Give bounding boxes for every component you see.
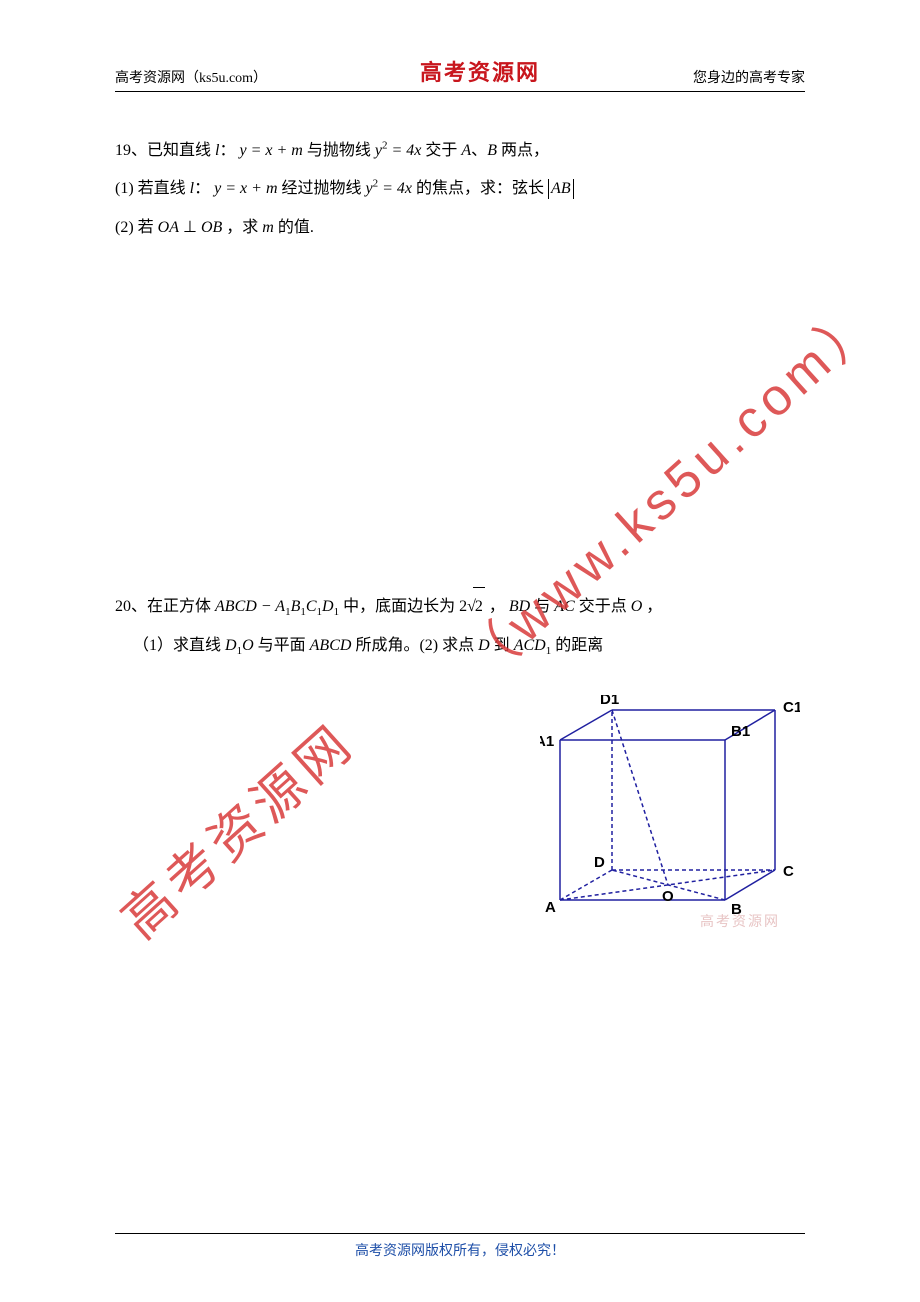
text: 的距离 bbox=[555, 637, 603, 654]
text: 与平面 bbox=[258, 637, 310, 654]
point-O: O bbox=[242, 637, 254, 654]
text: 的焦点，求：弦长 bbox=[416, 180, 544, 197]
svg-text:B1: B1 bbox=[731, 723, 750, 740]
segment-OB: OB bbox=[201, 219, 222, 236]
text: 20、在正方体 bbox=[115, 598, 215, 615]
footer-text: 高考资源网版权所有，侵权必究！ bbox=[355, 1244, 565, 1259]
svg-text:D1: D1 bbox=[600, 695, 619, 708]
cube-figure: ABCDOA1B1C1D1 高考资源网 bbox=[540, 695, 800, 935]
subscript: 1 bbox=[546, 645, 552, 657]
vertex: C bbox=[306, 598, 317, 615]
problem-19-statement: 19、已知直线 l： y = x + m 与抛物线 y2 = 4x 交于 A、B… bbox=[115, 132, 805, 170]
text: 所成角。(2) 求点 bbox=[355, 637, 478, 654]
var-m: m bbox=[262, 219, 274, 236]
var-y: y bbox=[375, 142, 382, 159]
vertex: D bbox=[225, 637, 237, 654]
svg-text:O: O bbox=[662, 888, 674, 905]
text: (2) 若 bbox=[115, 219, 158, 236]
point-A: A bbox=[461, 142, 471, 159]
header-left: 高考资源网（ks5u.com） bbox=[115, 67, 267, 87]
watermark-name: 高考资源网 bbox=[102, 703, 368, 953]
plane-ABCD: ABCD bbox=[310, 637, 352, 654]
subscript: 1 bbox=[334, 606, 340, 618]
text: ， bbox=[489, 598, 505, 615]
text: 交于点 bbox=[579, 598, 631, 615]
text: 19、已知直线 bbox=[115, 142, 211, 159]
equation: y = x + m bbox=[214, 180, 277, 197]
problem-20-parts: （1）求直线 D1O 与平面 ABCD 所成角。(2) 求点 D 到 ACD1 … bbox=[115, 627, 805, 665]
text: （1）求直线 bbox=[133, 637, 225, 654]
point-O: O bbox=[631, 598, 643, 615]
vertex: D bbox=[322, 598, 334, 615]
svg-text:A: A bbox=[545, 899, 556, 916]
equation: = 4x bbox=[387, 142, 421, 159]
text: 与抛物线 bbox=[307, 142, 375, 159]
text: 与 bbox=[534, 598, 554, 615]
point-D: D bbox=[478, 637, 490, 654]
text: 中，底面边长为 2 bbox=[343, 598, 467, 615]
problem-19-part1: (1) 若直线 l： y = x + m 经过抛物线 y2 = 4x 的焦点，求… bbox=[115, 170, 805, 208]
cube-watermark: 高考资源网 bbox=[700, 911, 780, 931]
problem-19-part2: (2) 若 OA ⊥ OB ，求 m 的值. bbox=[115, 209, 805, 247]
equation: y = x + m bbox=[239, 142, 302, 159]
page-content: 19、已知直线 l： y = x + m 与抛物线 y2 = 4x 交于 A、B… bbox=[115, 92, 805, 665]
plane-ACD1: ACD bbox=[514, 637, 546, 654]
header-center-logo: 高考资源网 bbox=[420, 55, 540, 87]
cube-name: ABCD − A bbox=[215, 598, 285, 615]
text: 两点， bbox=[501, 142, 549, 159]
svg-text:C: C bbox=[783, 863, 794, 880]
text: 的值. bbox=[278, 219, 314, 236]
text: ： bbox=[194, 180, 210, 197]
perp-symbol: ⊥ bbox=[183, 219, 201, 236]
absolute-value: AB bbox=[548, 179, 574, 198]
problem-19: 19、已知直线 l： y = x + m 与抛物线 y2 = 4x 交于 A、B… bbox=[115, 132, 805, 247]
segment-AC: AC bbox=[554, 598, 574, 615]
text: 到 bbox=[494, 637, 514, 654]
header-right: 您身边的高考专家 bbox=[693, 67, 805, 87]
svg-text:D: D bbox=[594, 854, 605, 871]
page-header: 高考资源网（ks5u.com） 高考资源网 您身边的高考专家 bbox=[115, 55, 805, 92]
text: ， bbox=[646, 598, 662, 615]
var-y: y bbox=[366, 180, 373, 197]
problem-20: 20、在正方体 ABCD − A1B1C1D1 中，底面边长为 2√2 ， BD… bbox=[115, 587, 805, 665]
text: 、 bbox=[471, 142, 487, 159]
page-footer: 高考资源网版权所有，侵权必究！ bbox=[115, 1233, 805, 1260]
equation: = 4x bbox=[378, 180, 412, 197]
text: 交于 bbox=[425, 142, 461, 159]
svg-text:C1: C1 bbox=[783, 699, 800, 716]
text: ，求 bbox=[226, 219, 262, 236]
point-B: B bbox=[487, 142, 497, 159]
text: 经过抛物线 bbox=[282, 180, 366, 197]
text: ： bbox=[219, 142, 235, 159]
problem-20-statement: 20、在正方体 ABCD − A1B1C1D1 中，底面边长为 2√2 ， BD… bbox=[115, 587, 805, 626]
segment-BD: BD bbox=[509, 598, 530, 615]
sqrt-arg: 2 bbox=[473, 587, 485, 626]
segment-AB: AB bbox=[551, 180, 571, 197]
svg-text:A1: A1 bbox=[540, 733, 554, 750]
text: (1) 若直线 bbox=[115, 180, 186, 197]
cube-svg: ABCDOA1B1C1D1 bbox=[540, 695, 800, 920]
vertex: B bbox=[291, 598, 301, 615]
segment-OA: OA bbox=[158, 219, 179, 236]
